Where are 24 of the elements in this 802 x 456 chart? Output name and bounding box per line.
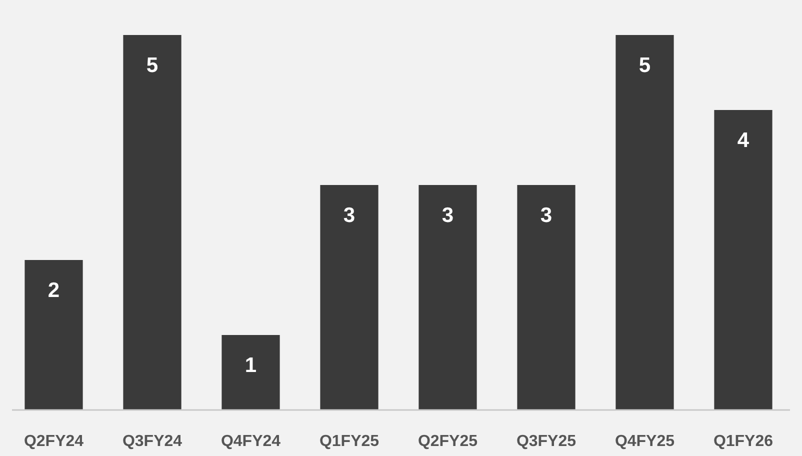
bar xyxy=(24,260,83,410)
data-label: 1 xyxy=(244,354,257,377)
data-label: 3 xyxy=(343,204,356,227)
x-tick-label: Q1FY25 xyxy=(319,433,380,450)
bar xyxy=(517,185,576,410)
data-label: 3 xyxy=(442,204,454,227)
bar xyxy=(123,35,182,410)
bar xyxy=(714,110,772,410)
bar xyxy=(222,335,280,410)
bar xyxy=(418,185,477,410)
data-label: 4 xyxy=(737,129,750,152)
x-tick-label: Q1FY26 xyxy=(713,433,774,450)
x-tick-label: Q3FY25 xyxy=(516,433,576,450)
data-label: 2 xyxy=(48,279,60,302)
x-tick-label: Q4FY24 xyxy=(220,433,281,450)
data-label: 3 xyxy=(540,204,552,227)
x-tick-label: Q4FY25 xyxy=(614,433,675,450)
x-tick-label: Q2FY25 xyxy=(418,433,478,450)
data-label: 5 xyxy=(146,54,158,77)
data-label: 5 xyxy=(638,54,651,77)
bar xyxy=(320,185,378,410)
x-tick-label: Q2FY24 xyxy=(24,433,84,450)
bar xyxy=(616,35,674,410)
x-tick-label: Q3FY24 xyxy=(122,433,182,450)
